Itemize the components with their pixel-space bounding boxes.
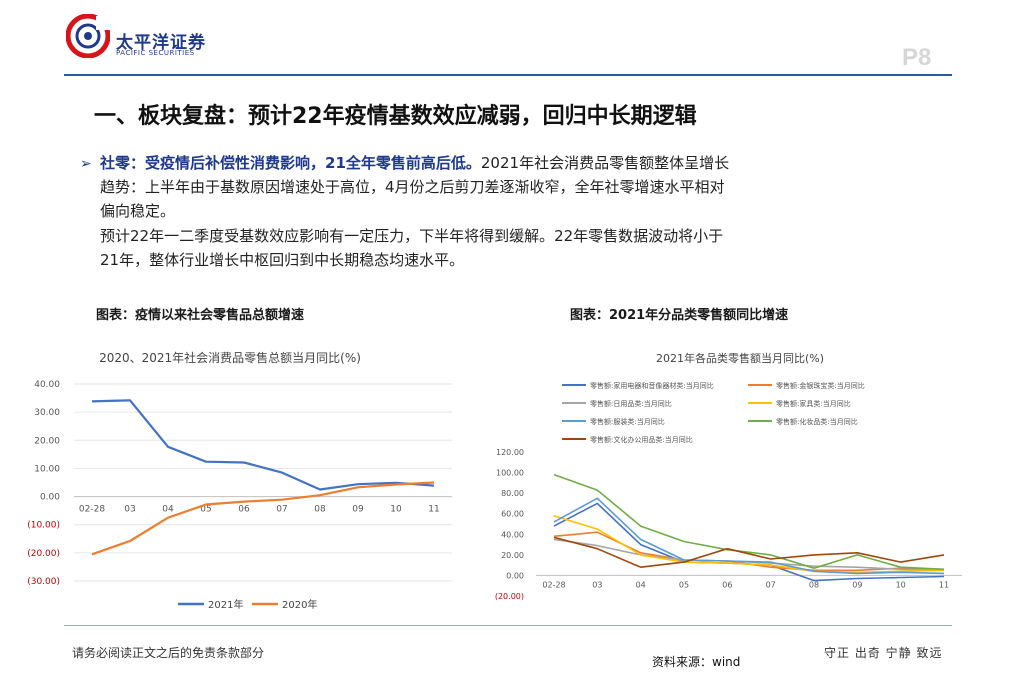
chart-left-x-ticks: 02-28 03 04 05 06 07 08 09 10 11 xyxy=(79,505,440,515)
data-source: 资料来源：wind xyxy=(652,655,741,669)
x-tick-label: 09 xyxy=(352,505,364,515)
series-line-2 xyxy=(91,481,435,556)
legend-label: 2021年 xyxy=(208,598,243,611)
chart-right-series xyxy=(536,473,962,582)
chart-right-y-ticks: 120.00 100.00 80.00 60.00 40.00 20.00 0.00 (20.… xyxy=(495,448,524,601)
y-tick-label: 0.00 xyxy=(40,493,60,503)
body-line-5: 21年，整体行业增长中枢回归到中长期稳态均速水平。 xyxy=(100,251,465,269)
y-tick-label: 60.00 xyxy=(501,510,524,519)
y-tick-label: 80.00 xyxy=(501,489,524,498)
body-line-4: 预计22年一二季度受基数效应影响有一定压力，下半年将得到缓解。22年零售数据波动… xyxy=(100,227,724,245)
y-tick-label: 40.00 xyxy=(34,380,60,390)
page-number: P8 xyxy=(902,44,932,71)
y-tick-label: 20.00 xyxy=(34,436,60,446)
series-line-4 xyxy=(553,515,945,574)
chart-left-title: 2020、2021年社会消费品零售总额当月同比(%) xyxy=(99,350,361,365)
y-tick-label: (20.00) xyxy=(495,592,524,601)
x-tick-label: 03 xyxy=(124,505,135,515)
brand-name-en: PACIFIC SECURITIES xyxy=(116,49,195,57)
x-tick-label: 11 xyxy=(939,580,949,589)
footer-motto: 守正 出奇 宁静 致远 xyxy=(824,646,943,660)
x-tick-label: 08 xyxy=(314,505,326,515)
legend-label: 2020年 xyxy=(282,598,317,611)
header-divider xyxy=(64,74,952,76)
x-tick-label: 11 xyxy=(428,505,439,515)
chart-right-caption: 图表：2021年分品类零售额同比增速 xyxy=(570,308,789,323)
y-tick-label: (20.00) xyxy=(27,549,60,559)
body-line-2: 趋势：上半年由于基数原因增速处于高位，4月份之后剪刀差逐渐收窄，全年社零增速水平… xyxy=(100,178,725,196)
x-tick-label: 05 xyxy=(200,505,211,515)
y-tick-label: 10.00 xyxy=(34,464,60,474)
y-tick-label: 20.00 xyxy=(501,551,524,560)
series-line-1 xyxy=(91,399,435,491)
legend-label: 零售额:文化办公用品类:当月同比 xyxy=(590,435,693,444)
legend-label: 零售额:日用品类:当月同比 xyxy=(590,399,672,408)
y-tick-label: 0.00 xyxy=(506,571,524,580)
legend-label: 零售额:金银珠宝类:当月同比 xyxy=(776,381,865,390)
chart-left-y-ticks: 40.00 30.00 20.00 10.00 0.00 (10.00) (20.00) (3… xyxy=(27,380,60,587)
chart-right-x-ticks: 02-28 03 04 05 06 07 08 09 10 11 xyxy=(542,580,949,589)
company-logo-icon xyxy=(66,14,110,58)
y-tick-label: (30.00) xyxy=(27,577,60,587)
body-line-1-rest: 2021年社会消费品零售额整体呈增长 xyxy=(480,154,730,172)
x-tick-label: 08 xyxy=(809,580,819,589)
bullet-arrow-icon: ➢ xyxy=(80,156,92,172)
x-tick-label: 10 xyxy=(390,505,402,515)
x-tick-label: 02-28 xyxy=(79,505,105,515)
chart-left-series xyxy=(74,399,452,556)
chart-right-legend: 零售额:家用电器和音像器材类:当月同比 零售额:金银珠宝类:当月同比零售额:日用品… xyxy=(562,381,865,444)
body-line-1: 社零：受疫情后补偿性消费影响，21全年零售前高后低。2021年社会消费品零售额整… xyxy=(100,152,729,174)
y-tick-label: 40.00 xyxy=(501,530,524,539)
legend-label: 零售额:家具类:当月同比 xyxy=(776,399,851,408)
body-highlight: 社零：受疫情后补偿性消费影响，21全年零售前高后低。 xyxy=(100,154,481,172)
footer-divider xyxy=(64,625,952,626)
x-tick-label: 07 xyxy=(766,580,776,589)
y-tick-label: 120.00 xyxy=(496,448,524,457)
x-tick-label: 04 xyxy=(636,580,646,589)
page-title: 一、板块复盘：预计22年疫情基数效应减弱，回归中长期逻辑 xyxy=(94,104,697,129)
chart-left-caption: 图表：疫情以来社会零售品总额增速 xyxy=(96,308,305,323)
x-tick-label: 03 xyxy=(592,580,602,589)
x-tick-label: 06 xyxy=(722,580,732,589)
y-tick-label: 30.00 xyxy=(34,408,60,418)
series-line-5 xyxy=(553,497,945,575)
x-tick-label: 05 xyxy=(679,580,689,589)
y-tick-label: (10.00) xyxy=(27,521,60,531)
legend-label: 零售额:服装类:当月同比 xyxy=(590,417,665,426)
x-tick-label: 10 xyxy=(896,580,906,589)
y-tick-label: 100.00 xyxy=(496,469,524,478)
series-line-6 xyxy=(553,473,945,571)
chart-left-legend: 2021年 2020年 xyxy=(178,598,317,611)
x-tick-label: 07 xyxy=(276,505,287,515)
chart-right-title: 2021年各品类零售额当月同比(%) xyxy=(656,351,824,365)
legend-label: 零售额:化妆品类:当月同比 xyxy=(776,417,858,426)
footer-disclaimer: 请务必阅读正文之后的免责条款部分 xyxy=(72,646,265,660)
x-tick-label: 09 xyxy=(852,580,862,589)
legend-label: 零售额:家用电器和音像器材类:当月同比 xyxy=(590,381,714,390)
body-line-3: 偏向稳定。 xyxy=(100,202,176,220)
x-tick-label: 06 xyxy=(238,505,250,515)
x-tick-label: 02-28 xyxy=(542,580,565,589)
x-tick-label: 04 xyxy=(162,505,174,515)
brand-name-cn: 太平洋证券 xyxy=(116,33,206,53)
series-line-7 xyxy=(553,536,945,569)
